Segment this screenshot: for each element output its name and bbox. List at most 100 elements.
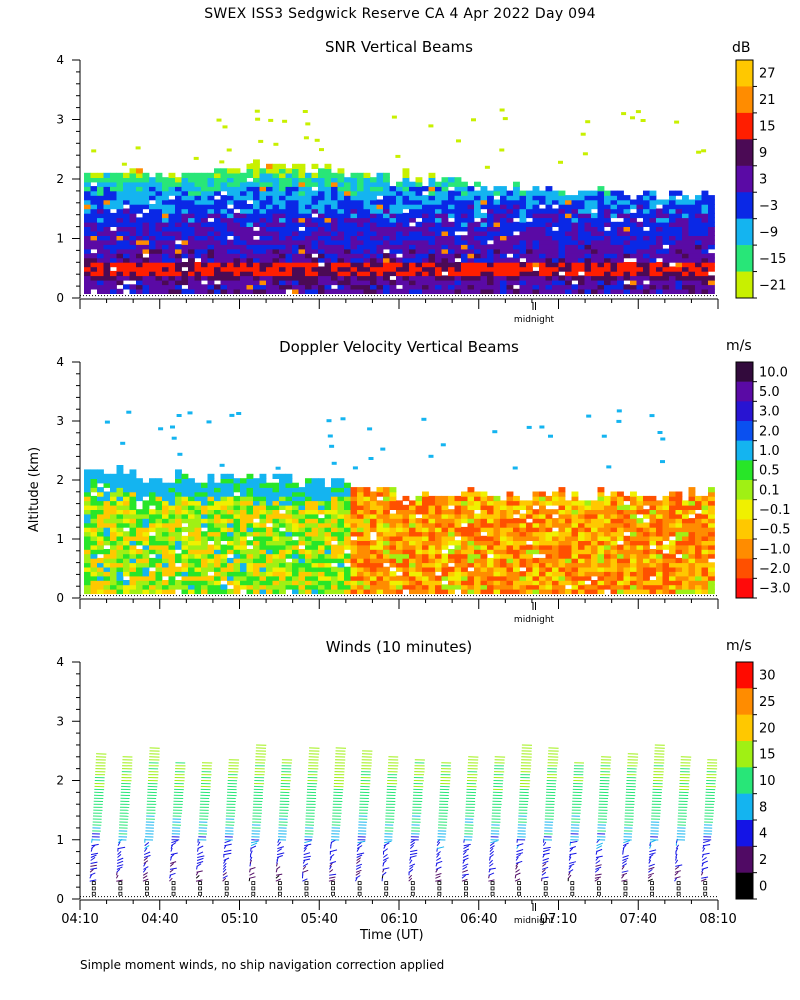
y-tick-label: 1	[56, 532, 64, 546]
wind-barb	[462, 857, 469, 861]
x-tick-label: 06:40	[460, 912, 497, 927]
wind-barb	[224, 840, 231, 844]
wind-barb	[115, 874, 119, 879]
surface-marker	[703, 881, 708, 885]
colorbar-label: 25	[759, 695, 776, 710]
wind-barb	[675, 847, 679, 852]
colorbar-swatch	[736, 112, 753, 140]
wind-barb	[674, 876, 681, 879]
wind-barb	[143, 851, 151, 856]
wind-barb	[542, 852, 550, 856]
wind-barb	[489, 842, 495, 847]
colorbar-label: −0.1	[759, 503, 791, 518]
wind-barb	[701, 876, 709, 879]
colorbar-2: 10.0 5.0 3.0 2.0 1.0 0.5 0.1 −0.1 −0.5 −1.0 −2.0 −3…	[735, 361, 791, 599]
wind-barb	[356, 845, 363, 850]
wind-barb	[701, 856, 707, 861]
surface-marker	[171, 881, 176, 885]
wind-barb	[462, 869, 468, 873]
colorbar-label: −21	[759, 278, 786, 293]
wind-barb	[595, 860, 601, 864]
wind-barb	[222, 868, 227, 873]
colorbar-label: 9	[759, 146, 767, 161]
wind-barb	[276, 866, 281, 870]
y-tick-label: 2	[56, 473, 64, 487]
surface-marker	[517, 881, 522, 885]
wind-barb	[224, 849, 232, 853]
wind-barb	[171, 840, 178, 844]
wind-barb	[223, 859, 227, 864]
surface-marker	[357, 881, 362, 885]
footnote: Simple moment winds, no ship navigation …	[80, 958, 445, 972]
surface-marker	[437, 881, 442, 885]
wind-barb	[595, 866, 602, 870]
wind-barb	[356, 852, 365, 856]
wind-barb	[143, 854, 151, 858]
surface-marker	[91, 881, 96, 885]
surface-marker	[596, 891, 601, 896]
wind-barb	[622, 844, 627, 849]
wind-barb	[90, 854, 97, 858]
wind-barb	[436, 857, 442, 861]
wind-barb	[515, 865, 518, 870]
wind-barb	[542, 866, 549, 870]
wind-barb	[674, 877, 678, 882]
wind-barb	[195, 875, 200, 879]
colorbar-label: −2.0	[759, 562, 791, 577]
wind-barb	[355, 866, 362, 870]
wind-barb	[436, 846, 445, 850]
wind-barb	[143, 860, 149, 864]
wind-barb	[382, 871, 387, 876]
wind-barb	[303, 844, 309, 849]
wind-barb	[249, 867, 256, 870]
surface-marker	[251, 891, 256, 896]
wind-barb	[223, 857, 230, 861]
colorbar-swatch	[736, 192, 753, 219]
panel-title-snr: SNR Vertical Beams	[325, 38, 473, 56]
surface-marker	[224, 881, 229, 885]
colorbar-label: 2.0	[759, 424, 780, 439]
wind-barb	[675, 844, 680, 849]
colorbar-swatch	[736, 381, 753, 402]
colorbar-swatch	[736, 767, 753, 794]
colorbar-label: 0.1	[759, 483, 780, 498]
wind-barb	[89, 879, 97, 882]
wind-barb	[223, 862, 227, 867]
surface-marker	[596, 881, 601, 885]
surface-marker	[464, 886, 468, 891]
wind-barb	[304, 840, 312, 844]
colorbar-swatch	[736, 271, 753, 299]
colorbar-label: 27	[759, 67, 776, 82]
wind-barb	[277, 848, 282, 853]
colorbar-swatch	[736, 741, 753, 768]
colorbar-swatch	[736, 362, 753, 382]
colorbar-label: 20	[759, 721, 776, 736]
axes-panel-3: 0 1 2 3 4 midnight 04:10 04:40 05:10 05:40 06:10 06…	[56, 655, 736, 927]
colorbar-swatch	[736, 421, 753, 441]
colorbar-swatch	[736, 139, 753, 167]
wind-barb	[356, 854, 363, 858]
wind-barb	[383, 848, 388, 853]
wind-barb	[410, 842, 416, 847]
surface-marker	[650, 881, 654, 885]
wind-barb	[648, 866, 655, 870]
wind-barb	[621, 863, 627, 867]
y-tick-label: 4	[56, 655, 64, 669]
wind-barb	[702, 840, 710, 844]
wind-barb	[89, 874, 93, 879]
wind-barb	[249, 872, 255, 876]
surface-marker	[490, 886, 495, 891]
wind-barb	[436, 860, 443, 864]
wind-barb	[303, 852, 311, 856]
wind-barb	[117, 854, 122, 858]
figure-title: SWEX ISS3 Sedgwick Reserve CA 4 Apr 2022…	[204, 6, 596, 22]
colorbar-swatch	[736, 714, 753, 742]
surface-marker	[171, 886, 176, 891]
wind-barb	[595, 864, 602, 867]
surface-marker	[676, 886, 681, 891]
wind-barb	[674, 859, 679, 864]
surface-marker	[703, 886, 708, 891]
surface-marker	[517, 886, 522, 891]
wind-barb	[488, 879, 495, 882]
wind-barb	[674, 866, 680, 870]
